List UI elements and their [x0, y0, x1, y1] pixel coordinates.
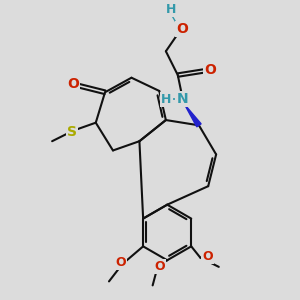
Text: O: O — [67, 77, 79, 91]
Text: H: H — [166, 3, 176, 16]
Text: O: O — [154, 260, 165, 273]
Text: S: S — [67, 125, 77, 139]
Text: O: O — [202, 250, 213, 263]
Text: N: N — [176, 92, 188, 106]
Text: H: H — [161, 93, 172, 106]
Text: O: O — [204, 63, 216, 77]
Text: O: O — [116, 256, 126, 269]
Polygon shape — [184, 104, 201, 127]
Text: O: O — [176, 22, 188, 36]
